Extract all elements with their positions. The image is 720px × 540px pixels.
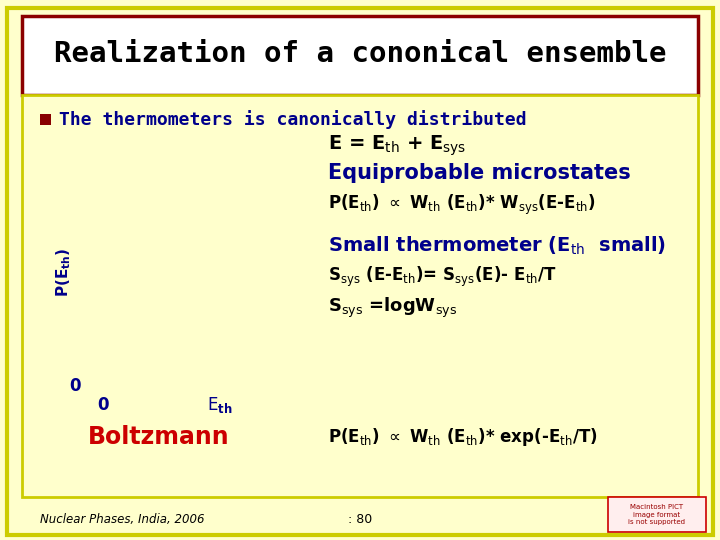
Text: P(E$_{\mathbf{th}}$): P(E$_{\mathbf{th}}$) [54, 248, 73, 298]
Text: Equiprobable microstates: Equiprobable microstates [328, 163, 630, 183]
Bar [86, 146, 302, 394]
Text: Boltzmann: Boltzmann [88, 426, 229, 449]
Text: image format: image format [633, 511, 680, 518]
Text: E: E [238, 330, 246, 343]
Text: P(E$_{\rm th}$) $\propto$ W$_{\rm th}$ (E$_{\rm th}$)* exp(-E$_{\rm th}$/T): P(E$_{\rm th}$) $\propto$ W$_{\rm th}$ (… [328, 427, 597, 448]
Text: : 80: : 80 [348, 513, 372, 526]
Text: 0: 0 [97, 396, 109, 414]
Text: Macintosh PICT: Macintosh PICT [630, 503, 683, 510]
Text: P(E$_{\rm th}$) $\propto$ W$_{\rm th}$ (E$_{\rm th}$)* W$_{\rm sys}$(E-E$_{\rm t: P(E$_{\rm th}$) $\propto$ W$_{\rm th}$ (… [328, 193, 595, 217]
Text: S$_{\rm sys}$ (E-E$_{\rm th}$)= S$_{\rm sys}$(E)- E$_{\rm th}$/T: S$_{\rm sys}$ (E-E$_{\rm th}$)= S$_{\rm … [328, 265, 557, 288]
Text: E$_{\mathbf{th}}$: E$_{\mathbf{th}}$ [207, 395, 233, 415]
Text: is not supported: is not supported [628, 519, 685, 525]
Text: The thermometers is canonically distributed: The thermometers is canonically distribu… [59, 110, 526, 130]
Text: Realization of a cononical ensemble: Realization of a cononical ensemble [54, 40, 666, 68]
Text: Nuclear Phases, India, 2006: Nuclear Phases, India, 2006 [40, 513, 204, 526]
Text: E = E$_{\rm th}$ + E$_{\rm sys}$: E = E$_{\rm th}$ + E$_{\rm sys}$ [328, 133, 466, 158]
Text: 0: 0 [69, 377, 81, 395]
Text: S$_{\rm sys}$ =logW$_{\rm sys}$: S$_{\rm sys}$ =logW$_{\rm sys}$ [328, 296, 456, 320]
Text: Small thermometer (E$_{\rm th}$  small): Small thermometer (E$_{\rm th}$ small) [328, 234, 666, 257]
